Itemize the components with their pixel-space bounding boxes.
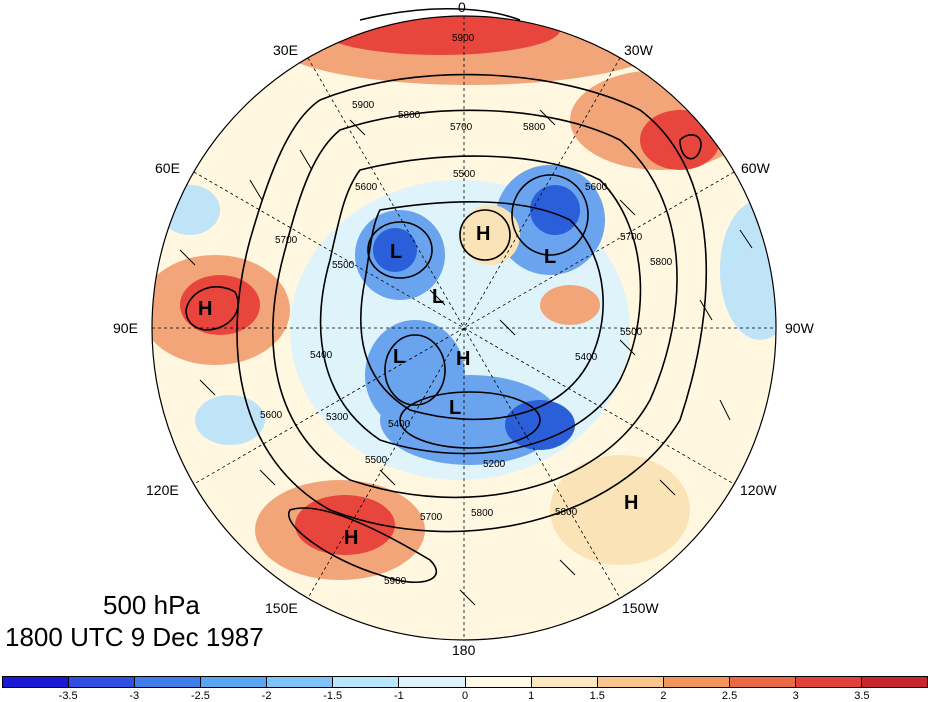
low-center-hudson: L bbox=[544, 246, 556, 268]
colorbar-tick-label: 1 bbox=[528, 690, 535, 702]
contour-label: 5700 bbox=[620, 232, 643, 243]
colorbar bbox=[2, 676, 928, 688]
high-center-90e: H bbox=[198, 298, 212, 320]
colorbar-swatch bbox=[531, 677, 598, 687]
colorbar-swatch bbox=[3, 677, 70, 687]
contour-labels: 5900 5900 5800 5800 5700 5500 5600 5700 … bbox=[260, 33, 673, 587]
colorbar-tick-label: 3.5 bbox=[854, 690, 870, 702]
colorbar-tick-label: 3 bbox=[792, 690, 799, 702]
colorbar-tick-label: -3.5 bbox=[58, 690, 78, 702]
contour-label: 5700 bbox=[450, 122, 473, 133]
colorbar-tick-label: 1.5 bbox=[589, 690, 605, 702]
valid-time-label: 1800 UTC 9 Dec 1987 bbox=[5, 622, 264, 652]
contour-label: 5500 bbox=[365, 455, 388, 466]
lon-label-90w: 90W bbox=[785, 320, 814, 336]
colorbar-tick-label: -3 bbox=[129, 690, 140, 702]
wind-barbs bbox=[179, 109, 753, 606]
contour-label: 5900 bbox=[352, 100, 375, 111]
map-boundary bbox=[151, 15, 777, 641]
lon-label-150e: 150E bbox=[265, 600, 298, 616]
graticule bbox=[152, 16, 776, 640]
lon-label-60w: 60W bbox=[741, 160, 770, 176]
contour-label: 5400 bbox=[575, 352, 598, 363]
anomaly-field bbox=[152, 16, 776, 640]
contour-label: 5800 bbox=[471, 508, 494, 519]
contour-label: 5500 bbox=[620, 327, 643, 338]
contour-label: 5400 bbox=[388, 419, 411, 430]
lon-label-90e: 90E bbox=[113, 320, 138, 336]
colorbar-tick-label: 2.5 bbox=[721, 690, 738, 702]
high-center-pole: H bbox=[456, 348, 470, 370]
lon-label-60e: 60E bbox=[155, 160, 180, 176]
contour-label: 5800 bbox=[650, 257, 673, 268]
high-center-east-pacific: H bbox=[624, 492, 638, 514]
colorbar-swatch bbox=[862, 677, 928, 687]
lon-label-0: 0 bbox=[458, 0, 466, 15]
contour-label: 5800 bbox=[523, 122, 546, 133]
colorbar-swatch bbox=[69, 677, 136, 687]
lon-label-30w: 30W bbox=[624, 42, 653, 58]
contour-label: 5600 bbox=[260, 410, 283, 421]
contour-label: 5500 bbox=[453, 169, 476, 180]
pressure-centers: H L H L L L H L H H bbox=[198, 223, 638, 549]
low-center-siberia: L bbox=[393, 346, 405, 368]
colorbar-swatch bbox=[399, 677, 466, 687]
contour-label: 5900 bbox=[452, 33, 475, 44]
colorbar-tick-label: -2 bbox=[261, 690, 272, 702]
pressure-level-label: 500 hPa bbox=[103, 590, 200, 620]
low-center-barents: L bbox=[390, 241, 402, 263]
contour-label: 5800 bbox=[398, 110, 421, 121]
contour-label: 5600 bbox=[585, 182, 608, 193]
contour-label: 5300 bbox=[326, 412, 349, 423]
colorbar-tick-label: 0 bbox=[461, 690, 469, 702]
contour-label: 5800 bbox=[555, 507, 578, 518]
polar-map: H L H L L L H L H H 5900 5900 5800 5800 … bbox=[151, 8, 777, 641]
colorbar-swatch bbox=[135, 677, 202, 687]
contour-label: 5700 bbox=[275, 235, 298, 246]
colorbar-swatch bbox=[267, 677, 334, 687]
low-center-kara: L bbox=[432, 286, 444, 308]
colorbar-tick-label: -1.5 bbox=[323, 690, 343, 702]
contour-label: 5200 bbox=[483, 459, 506, 470]
lon-label-120w: 120W bbox=[740, 482, 777, 498]
colorbar-swatch bbox=[333, 677, 400, 687]
high-center-greenland: H bbox=[476, 223, 490, 245]
colorbar-swatch bbox=[201, 677, 268, 687]
colorbar-swatch bbox=[597, 677, 664, 687]
high-center-pacific: H bbox=[344, 527, 358, 549]
contour-label: 5500 bbox=[332, 260, 355, 271]
contour-label: 5700 bbox=[420, 512, 443, 523]
contour-label: 5900 bbox=[384, 576, 407, 587]
contour-label: 5600 bbox=[355, 182, 378, 193]
colorbar-tick-label: -2.5 bbox=[190, 690, 210, 702]
colorbar-swatch bbox=[663, 677, 730, 687]
colorbar-tick-label: -1 bbox=[393, 690, 404, 702]
colorbar-tick-label: 2 bbox=[660, 690, 667, 702]
low-center-beaufort: L bbox=[449, 397, 461, 419]
colorbar-swatch bbox=[729, 677, 796, 687]
contour-label: 5400 bbox=[310, 350, 333, 361]
colorbar-swatch bbox=[465, 677, 532, 687]
lon-label-150w: 150W bbox=[622, 600, 659, 616]
colorbar-swatch bbox=[795, 677, 863, 687]
lon-label-180: 180 bbox=[452, 642, 476, 658]
lon-label-30e: 30E bbox=[273, 42, 298, 58]
height-contours bbox=[185, 8, 708, 583]
lon-label-120e: 120E bbox=[146, 482, 179, 498]
